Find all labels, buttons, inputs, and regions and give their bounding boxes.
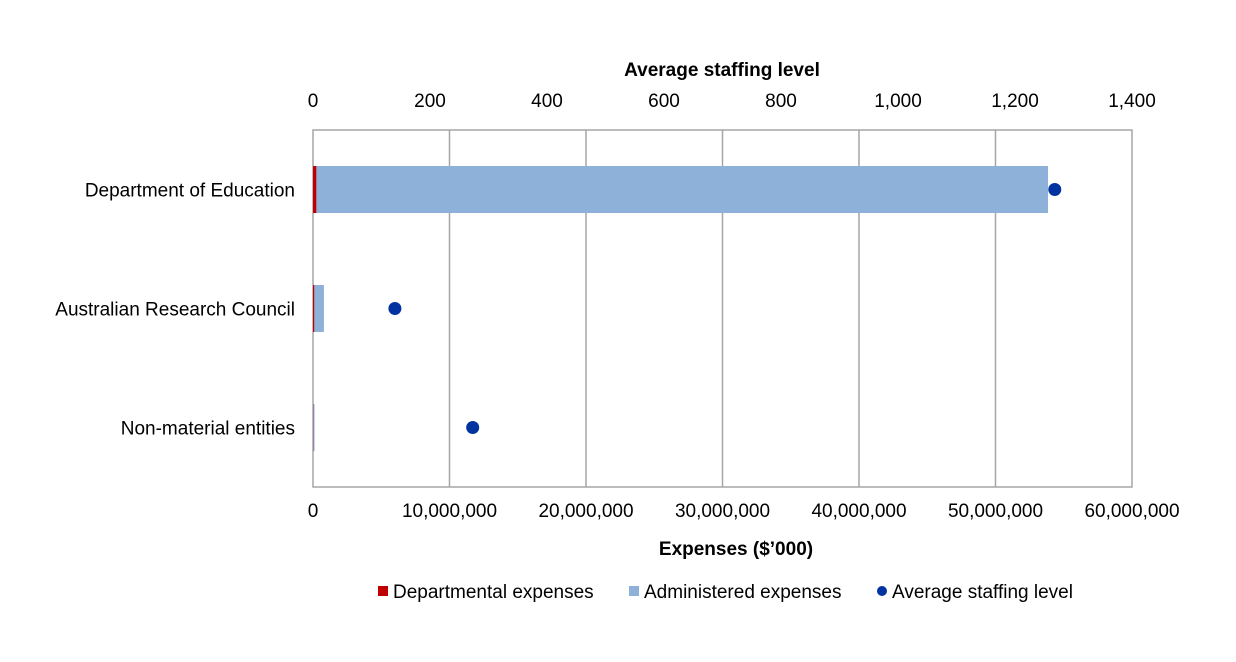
top-tick-label: 1,400 bbox=[1108, 91, 1156, 112]
category-labels: Department of Education Australian Resear… bbox=[55, 181, 295, 440]
top-axis-title: Average staffing level bbox=[624, 60, 820, 81]
bottom-axis-title: Expenses ($’000) bbox=[659, 539, 813, 560]
bottom-tick-label: 60,000,000 bbox=[1084, 501, 1179, 522]
administered-expenses-bar bbox=[316, 166, 1049, 213]
top-tick-label: 600 bbox=[648, 91, 680, 112]
bottom-tick-label: 50,000,000 bbox=[948, 501, 1043, 522]
legend-swatch-administered-expenses bbox=[629, 586, 639, 596]
legend-label-departmental-expenses: Departmental expenses bbox=[393, 582, 594, 603]
departmental-expenses-bar bbox=[313, 285, 315, 332]
top-tick-label: 1,000 bbox=[874, 91, 922, 112]
category-label: Australian Research Council bbox=[55, 300, 295, 321]
bottom-tick-label: 20,000,000 bbox=[538, 501, 633, 522]
bars bbox=[313, 166, 1049, 451]
top-tick-label: 400 bbox=[531, 91, 563, 112]
bottom-axis-ticks: 0 10,000,000 20,000,000 30,000,000 40,000,00… bbox=[308, 501, 1180, 522]
legend-swatch-average-staffing-level bbox=[877, 586, 887, 596]
top-tick-label: 800 bbox=[765, 91, 797, 112]
staffing-level-point bbox=[1048, 183, 1062, 196]
staffing-level-point bbox=[466, 421, 480, 434]
legend-label-administered-expenses: Administered expenses bbox=[644, 582, 842, 603]
top-tick-label: 200 bbox=[414, 91, 446, 112]
bottom-tick-label: 30,000,000 bbox=[675, 501, 770, 522]
administered-expenses-bar bbox=[313, 404, 315, 451]
legend-swatch-departmental-expenses bbox=[378, 586, 388, 596]
top-tick-label: 0 bbox=[308, 91, 319, 112]
departmental-expenses-bar bbox=[313, 166, 317, 213]
legend-label-average-staffing-level: Average staffing level bbox=[892, 582, 1073, 603]
staffing-points bbox=[388, 183, 1062, 434]
category-label: Department of Education bbox=[85, 181, 295, 202]
staffing-level-point bbox=[388, 302, 402, 315]
bottom-tick-label: 40,000,000 bbox=[811, 501, 906, 522]
top-axis-ticks: 0 200 400 600 800 1,000 1,200 1,400 bbox=[308, 91, 1156, 112]
top-tick-label: 1,200 bbox=[991, 91, 1039, 112]
category-label: Non-material entities bbox=[121, 419, 295, 440]
bottom-tick-label: 10,000,000 bbox=[402, 501, 497, 522]
administered-expenses-bar bbox=[314, 285, 324, 332]
legend: Departmental expenses Administered expens… bbox=[378, 582, 1073, 603]
bottom-tick-label: 0 bbox=[308, 501, 319, 522]
